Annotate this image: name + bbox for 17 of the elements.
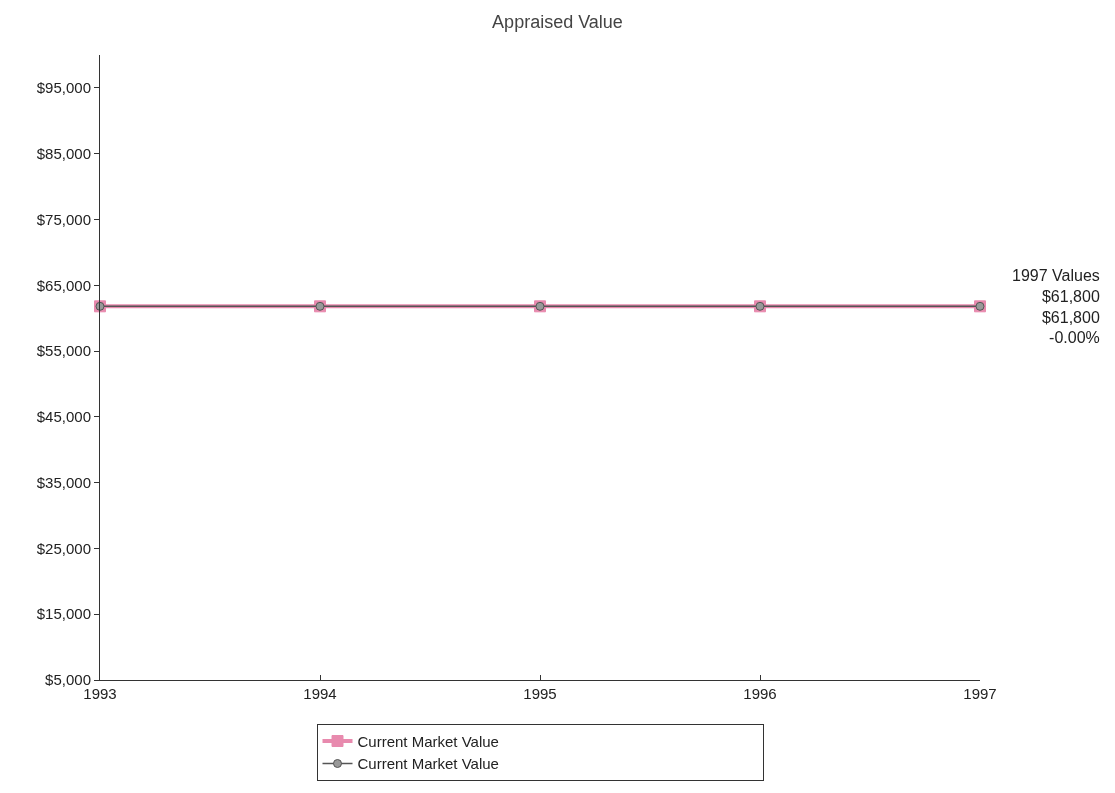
x-tick-label: 1997 <box>963 685 997 702</box>
legend-label: Current Market Value <box>357 732 499 750</box>
y-tick-label: $95,000 <box>36 79 91 97</box>
text: 1997 Values $61,800 $61,800 -0.00% <box>1012 267 1100 347</box>
legend-label: Current Market Value <box>357 755 499 773</box>
y-tick-label: $15,000 <box>36 605 91 623</box>
y-tick-label: $35,000 <box>36 473 91 491</box>
y-tick-label: $55,000 <box>36 342 91 360</box>
y-tick-label: $75,000 <box>36 210 91 228</box>
x-tick-label: 1994 <box>303 685 337 702</box>
y-tick-label: $65,000 <box>36 276 91 294</box>
y-tick-label: $45,000 <box>36 408 91 426</box>
chart-title: Appraised Value <box>492 12 623 33</box>
x-tick-label: 1995 <box>523 685 557 702</box>
x-tick-label: 1996 <box>743 685 777 702</box>
y-tick-label: $85,000 <box>36 144 91 162</box>
y-tick-label: $25,000 <box>36 539 91 557</box>
